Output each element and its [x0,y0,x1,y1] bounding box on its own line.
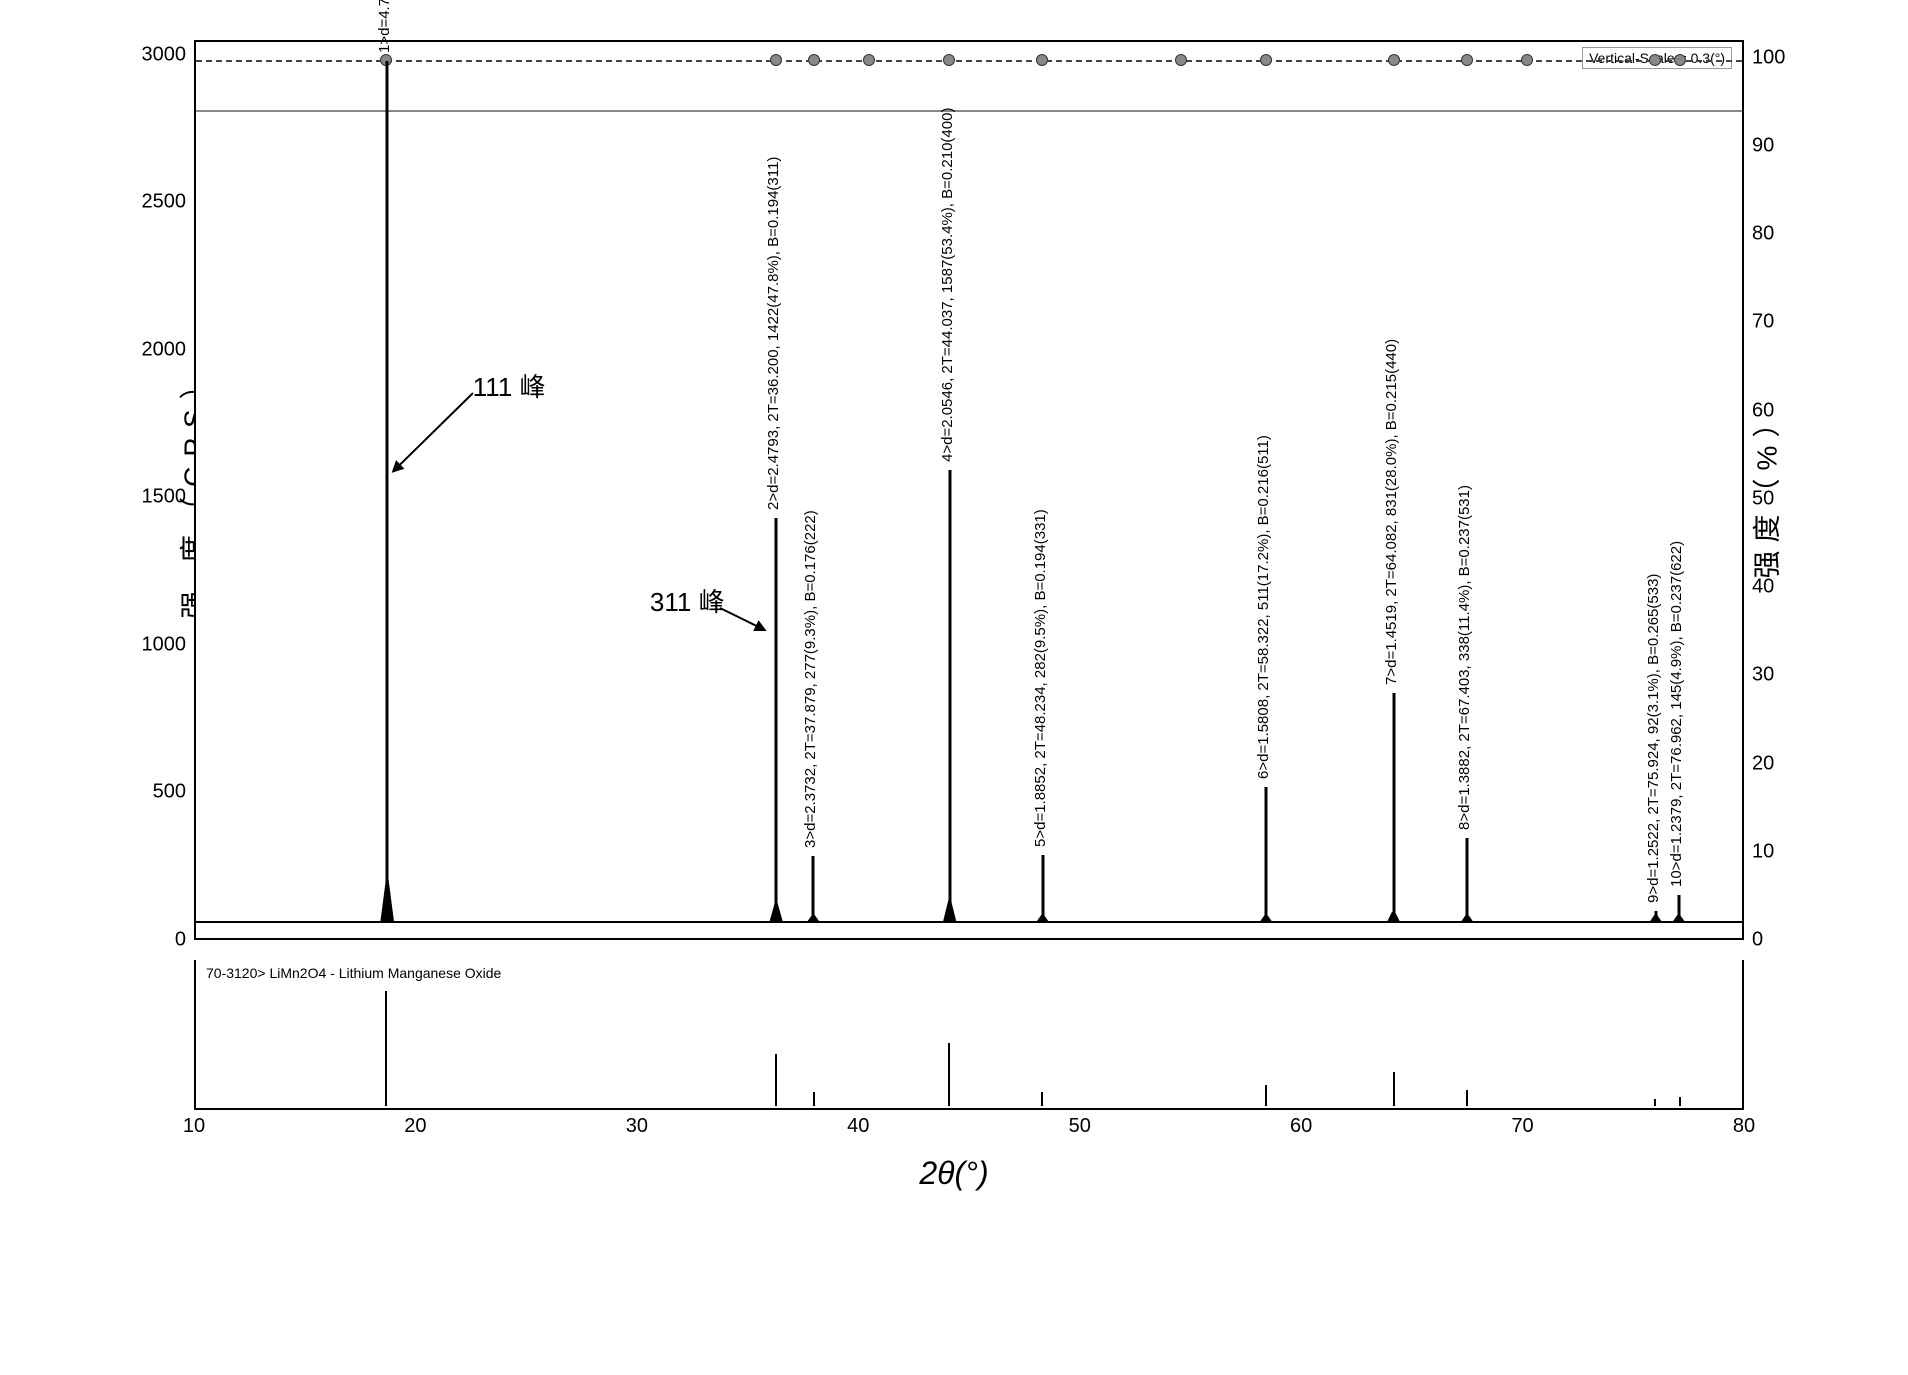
reference-peak [1466,1090,1468,1106]
y-tick-right: 60 [1752,399,1802,422]
x-tick: 20 [404,1115,426,1138]
y-tick-left: 2500 [126,191,186,214]
annotation-arrow [392,392,473,472]
baseline [196,921,1742,923]
diffraction-peak [1677,895,1680,923]
peak-marker [863,54,875,66]
peak-marker [770,54,782,66]
y-tick-left: 2000 [126,338,186,361]
peak-marker [1388,54,1400,66]
y-tick-right: 40 [1752,576,1802,599]
x-tick: 50 [1069,1115,1091,1138]
x-axis-label: 2θ(°) [919,1155,988,1192]
reference-peak [813,1092,815,1106]
peak-marker [1649,54,1661,66]
y-tick-right: 20 [1752,752,1802,775]
x-tick: 40 [847,1115,869,1138]
peak-marker [1175,54,1187,66]
peak-annotation: 311 峰 [650,582,725,619]
diffraction-peak [1466,838,1469,923]
peak-marker [1674,54,1686,66]
y-tick-right: 90 [1752,134,1802,157]
x-axis: 1020304050607080 [194,1115,1744,1145]
reference-line-solid [196,110,1742,112]
y-axis-right: 0102030405060708090100 [1744,40,1804,940]
peak-marker [808,54,820,66]
y-tick-right: 100 [1752,46,1802,69]
y-tick-left: 500 [126,781,186,804]
reference-peak [1393,1072,1395,1107]
peak-label: 10>d=1.2379, 2T=76.962, 145(4.9%), B=0.2… [1668,541,1685,887]
reference-peak [1041,1092,1043,1106]
reference-peak [1265,1085,1267,1106]
y-tick-right: 50 [1752,487,1802,510]
peak-label: 8>d=1.3882, 2T=67.403, 338(11.4%), B=0.2… [1456,485,1473,830]
reference-line-dashed [196,60,1742,62]
reference-peak [1679,1097,1681,1106]
peak-label: 3>d=2.3732, 2T=37.879, 277(9.3%), B=0.17… [802,511,819,849]
xrd-chart-container: 强 度（CPS） 强度（%） 050010001500200025003000 … [54,20,1854,1220]
x-tick: 80 [1733,1115,1755,1138]
y-tick-right: 30 [1752,664,1802,687]
peak-marker [1461,54,1473,66]
diffraction-peak [1654,911,1657,923]
y-tick-left: 0 [126,929,186,952]
diffraction-peak [1264,787,1267,923]
x-tick: 60 [1290,1115,1312,1138]
peak-marker [1036,54,1048,66]
annotation-arrow [719,607,765,631]
diffraction-peak [1041,855,1044,923]
plot-area: Vertical-Scale = 0.3(°) 1>d=4.7575, 2T=1… [194,40,1744,940]
diffraction-peak [948,470,951,923]
reference-peak [1654,1099,1656,1106]
x-tick: 30 [626,1115,648,1138]
y-tick-right: 0 [1752,929,1802,952]
y-tick-left: 1500 [126,486,186,509]
reference-peak [385,991,387,1106]
peak-marker [1260,54,1272,66]
peak-marker [943,54,955,66]
diffraction-peak [775,518,778,923]
peak-label: 6>d=1.5808, 2T=58.322, 511(17.2%), B=0.2… [1255,435,1272,779]
y-tick-left: 3000 [126,43,186,66]
diffraction-peak [1392,693,1395,923]
y-axis-left: 050010001500200025003000 [124,40,194,940]
y-tick-right: 10 [1752,840,1802,863]
peak-label: 7>d=1.4519, 2T=64.082, 831(28.0%), B=0.2… [1383,339,1400,685]
peak-annotation: 111 峰 [473,367,546,404]
x-tick: 70 [1511,1115,1533,1138]
peak-marker [1521,54,1533,66]
y-tick-right: 80 [1752,223,1802,246]
x-tick: 10 [183,1115,205,1138]
peak-label: 2>d=2.4793, 2T=36.200, 1422(47.8%), B=0.… [765,157,782,510]
peak-label: 1>d=4.7575, 2T=18.635, 2973(100.0%), B=0… [376,0,393,53]
reference-peak [948,1043,950,1106]
diffraction-peak [386,61,389,923]
y-tick-left: 1000 [126,633,186,656]
reference-label: 70-3120> LiMn2O4 - Lithium Manganese Oxi… [206,965,501,981]
peak-label: 9>d=1.2522, 2T=75.924, 92(3.1%), B=0.265… [1645,573,1662,902]
y-tick-right: 70 [1752,311,1802,334]
peak-label: 4>d=2.0546, 2T=44.037, 1587(53.4%), B=0.… [939,107,956,461]
diffraction-peak [812,856,815,923]
peak-label: 5>d=1.8852, 2T=48.234, 282(9.5%), B=0.19… [1032,509,1049,847]
reference-panel: 70-3120> LiMn2O4 - Lithium Manganese Oxi… [194,960,1744,1110]
reference-peak [775,1054,777,1106]
